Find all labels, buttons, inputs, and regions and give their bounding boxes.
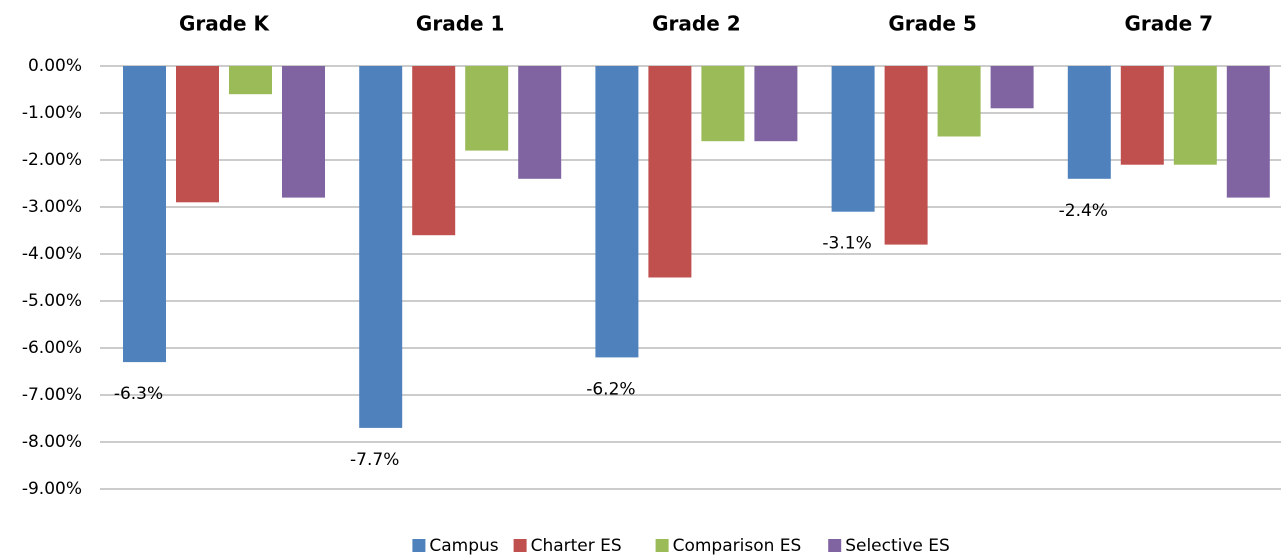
category-label: Grade 7 <box>1125 12 1214 36</box>
legend-swatch <box>513 539 527 552</box>
bar <box>123 66 166 363</box>
bar <box>1067 66 1111 179</box>
y-tick-label: -1.00% <box>22 103 82 123</box>
bar <box>412 66 456 236</box>
data-label: -6.3% <box>114 384 163 404</box>
bar <box>701 66 745 142</box>
bar <box>465 66 509 151</box>
y-tick-label: -9.00% <box>22 479 82 499</box>
y-tick-label: -4.00% <box>22 244 82 264</box>
bar <box>595 66 639 358</box>
legend-label: Comparison ES <box>673 536 802 556</box>
bar <box>1173 66 1217 165</box>
category-label: Grade 5 <box>888 12 977 36</box>
legend-swatch <box>655 539 669 552</box>
bar <box>831 66 875 212</box>
data-label: -2.4% <box>1059 201 1108 221</box>
bar <box>1120 66 1164 165</box>
bar <box>754 66 798 142</box>
y-tick-label: -2.00% <box>22 150 82 170</box>
legend-label: Campus <box>429 536 498 556</box>
bar <box>176 66 219 203</box>
data-label: -6.2% <box>586 379 635 399</box>
legend-swatch <box>412 539 426 552</box>
y-tick-label: -8.00% <box>22 432 82 452</box>
y-tick-label: -6.00% <box>22 338 82 358</box>
y-tick-label: -5.00% <box>22 291 82 311</box>
category-label: Grade 1 <box>416 12 505 36</box>
bar <box>884 66 928 245</box>
y-tick-label: -7.00% <box>22 385 82 405</box>
bar <box>1226 66 1270 198</box>
legend-label: Charter ES <box>531 536 622 556</box>
bar <box>282 66 325 198</box>
data-label: -3.1% <box>822 234 871 254</box>
bar <box>518 66 562 179</box>
category-label: Grade 2 <box>652 12 741 36</box>
legend-swatch <box>828 539 842 552</box>
bar <box>937 66 981 137</box>
y-tick-label: -3.00% <box>22 197 82 217</box>
category-label: Grade K <box>179 12 271 36</box>
y-tick-label: 0.00% <box>28 56 82 76</box>
bar <box>990 66 1034 109</box>
data-label: -7.7% <box>350 450 399 470</box>
bar <box>648 66 692 278</box>
bar <box>359 66 403 428</box>
legend-label: Selective ES <box>845 536 950 556</box>
bar <box>229 66 272 95</box>
